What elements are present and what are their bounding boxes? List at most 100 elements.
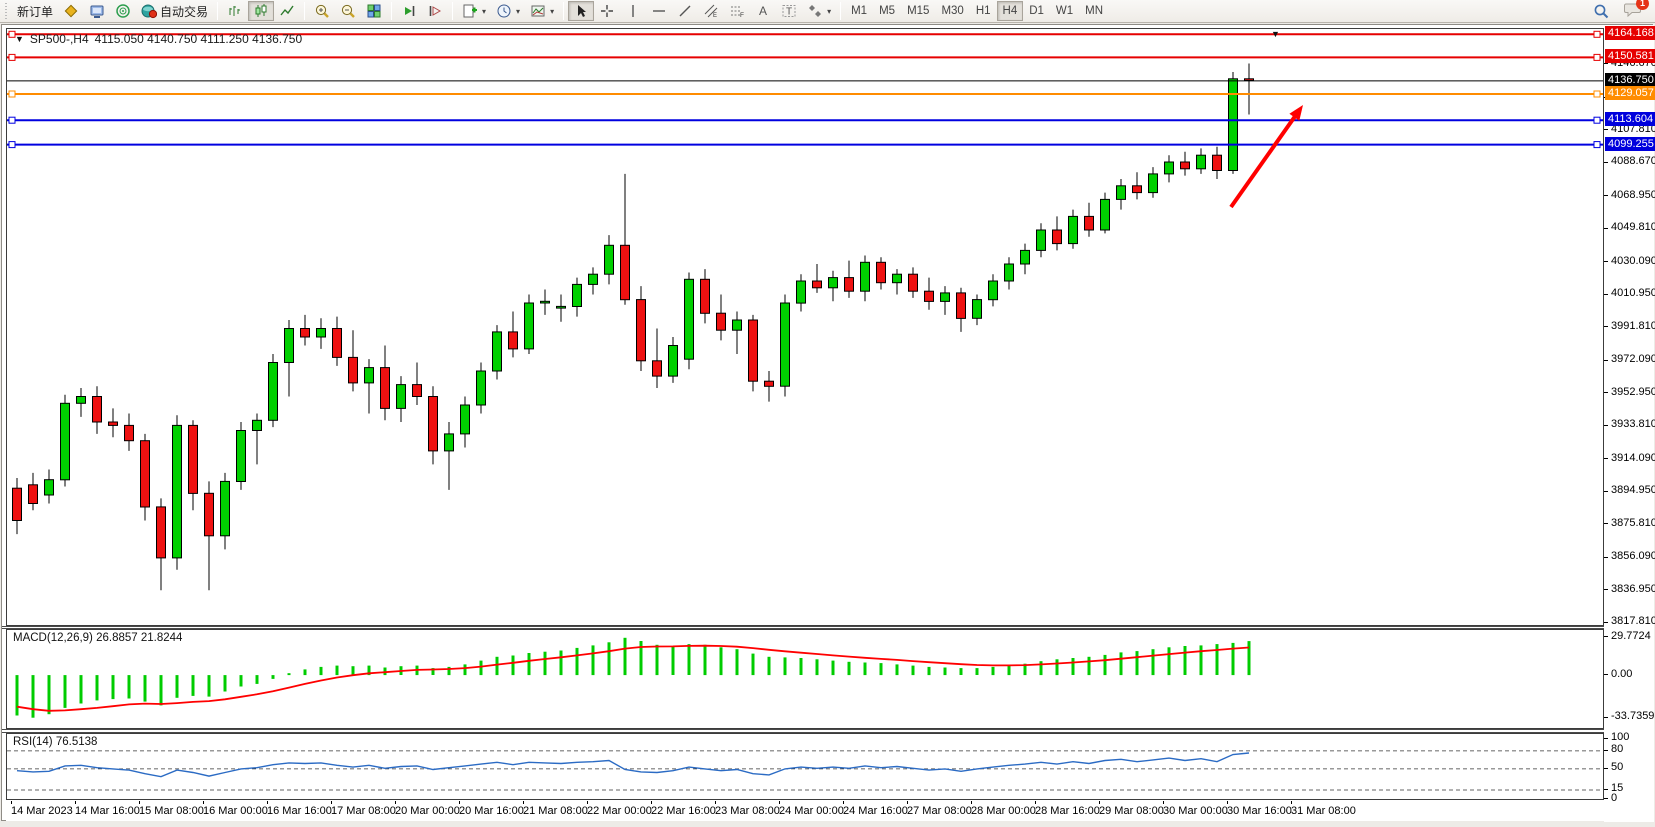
period-icon (496, 3, 512, 19)
timeframe-h1-button[interactable]: H1 (970, 1, 997, 21)
arrows-icon (807, 3, 823, 19)
price-tick-label: 4030.090 (1611, 255, 1655, 267)
text-button[interactable]: A (750, 1, 776, 21)
panel-splitter[interactable] (2, 729, 1654, 733)
date-label: 24 Mar 00:00 (779, 805, 844, 817)
price-tick-label: 3817.810 (1611, 615, 1655, 627)
chart-window[interactable]: ▼ SP500-,H4 4115.050 4140.750 4111.250 4… (1, 24, 1655, 822)
price-tick (1604, 162, 1608, 163)
svg-text:E: E (713, 13, 717, 19)
text-label-button[interactable]: T (776, 1, 802, 21)
price-tick-label: 3894.950 (1611, 484, 1655, 496)
date-label: 27 Mar 08:00 (907, 805, 972, 817)
timeframe-d1-button[interactable]: D1 (1023, 1, 1050, 21)
date-tick (331, 801, 332, 804)
price-tick (1604, 589, 1608, 590)
timeframe-m30-button[interactable]: M30 (935, 1, 969, 21)
price-tick (1604, 129, 1608, 130)
candlestick-chart[interactable] (7, 29, 1603, 625)
toolbar-separator (304, 2, 306, 20)
vertical-line-button[interactable] (620, 1, 646, 21)
terminal-button[interactable] (84, 1, 110, 21)
timeframe-w1-button[interactable]: W1 (1050, 1, 1079, 21)
equidistant-channel-icon: E (703, 3, 719, 19)
new-order-button[interactable]: 新订单 (12, 1, 58, 21)
date-label: 14 Mar 2023 (11, 805, 73, 817)
chart-title-ohlc: 4115.050 4140.750 4111.250 4136.750 (94, 32, 303, 46)
bar-chart-button[interactable] (222, 1, 248, 21)
macd-chart[interactable] (7, 630, 1603, 728)
line-chart-button[interactable] (274, 1, 300, 21)
rsi-tick-label: 80 (1611, 743, 1624, 755)
auto-scroll-button[interactable] (396, 1, 422, 21)
notifications-button[interactable]: 1 (1624, 0, 1649, 21)
date-tick (715, 801, 716, 804)
date-tick (203, 801, 204, 804)
period-dropdown-icon: ▾ (516, 6, 521, 16)
rsi-panel[interactable]: RSI(14) 76.5138 (6, 733, 1604, 800)
price-tick-label: 3933.810 (1611, 418, 1655, 430)
timeframe-m15-button[interactable]: M15 (901, 1, 935, 21)
date-label: 30 Mar 16:00 (1227, 805, 1292, 817)
vertical-line-icon (625, 3, 641, 19)
date-label: 28 Mar 00:00 (971, 805, 1036, 817)
templates-button[interactable]: ▾ (525, 1, 559, 21)
rsi-chart[interactable] (7, 734, 1603, 799)
toolbar-grip[interactable] (5, 3, 9, 19)
strategy-tester-button[interactable] (110, 1, 136, 21)
price-line-badge: 4129.057 (1605, 86, 1655, 100)
market-watch-button[interactable] (58, 1, 84, 21)
zoom-in-button[interactable] (309, 1, 335, 21)
panel-splitter[interactable] (2, 626, 1654, 629)
timeframe-m5-button[interactable]: M5 (873, 1, 901, 21)
date-tick (651, 801, 652, 804)
main-chart-panel[interactable]: ▼ SP500-,H4 4115.050 4140.750 4111.250 4… (6, 28, 1604, 626)
date-tick (779, 801, 780, 804)
cursor-button[interactable] (568, 1, 595, 21)
price-tick (1604, 491, 1608, 492)
horizontal-line-button[interactable] (646, 1, 672, 21)
equidistant-channel-button[interactable]: E (698, 1, 724, 21)
date-label: 23 Mar 08:00 (715, 805, 780, 817)
horizontal-line-icon (651, 3, 667, 19)
price-tick (1604, 261, 1608, 262)
price-tick-label: 3914.090 (1611, 452, 1655, 464)
rsi-tick (1604, 789, 1608, 790)
auto-trading-icon (141, 3, 158, 19)
fibonacci-button[interactable]: F (724, 1, 750, 21)
text-icon: A (755, 3, 771, 19)
tile-windows-button[interactable] (361, 1, 387, 21)
macd-tick (1604, 674, 1608, 675)
price-tick (1604, 294, 1608, 295)
macd-tick-label: -33.7359 (1611, 710, 1655, 722)
macd-panel[interactable]: MACD(12,26,9) 26.8857 21.8244 (6, 629, 1604, 729)
price-axis[interactable]: 4146.6704126.9304107.8104088.6704068.950… (1604, 25, 1655, 822)
one-click-trading-icon[interactable]: ▼ (15, 34, 24, 44)
chart-shift-marker-icon[interactable]: ▼ (1271, 29, 1280, 39)
date-label: 28 Mar 16:00 (1035, 805, 1100, 817)
arrows-button[interactable]: ▾ (802, 1, 836, 21)
arrows-dropdown-icon: ▾ (827, 6, 832, 16)
date-tick (1035, 801, 1036, 804)
timeframe-m1-button[interactable]: M1 (845, 1, 873, 21)
price-tick (1604, 425, 1608, 426)
chart-title: ▼ SP500-,H4 4115.050 4140.750 4111.250 4… (15, 32, 302, 46)
date-label: 22 Mar 00:00 (587, 805, 652, 817)
new-chart-button[interactable]: ▾ (457, 1, 491, 21)
fibonacci-icon: F (729, 3, 745, 19)
main-toolbar: 新订单 自动交易 ▾ ▾ ▾ E F A T ▾ M1 M5 M1 (0, 0, 1655, 23)
trendline-button[interactable] (672, 1, 698, 21)
date-label: 30 Mar 00:00 (1163, 805, 1228, 817)
zoom-out-button[interactable] (335, 1, 361, 21)
price-tick (1604, 63, 1608, 64)
timeframe-mn-button[interactable]: MN (1079, 1, 1109, 21)
search-icon[interactable] (1593, 3, 1610, 20)
timeframe-h4-button[interactable]: H4 (996, 1, 1024, 21)
date-axis[interactable]: 14 Mar 2023 14 Mar 16:00 15 Mar 08:00 16 Ma… (6, 801, 1646, 821)
candlestick-chart-button[interactable] (248, 1, 275, 21)
chart-shift-button[interactable] (422, 1, 448, 21)
terminal-icon (89, 3, 105, 19)
period-button[interactable]: ▾ (491, 1, 525, 21)
auto-trading-button[interactable]: 自动交易 (136, 1, 213, 21)
crosshair-button[interactable] (594, 1, 620, 21)
